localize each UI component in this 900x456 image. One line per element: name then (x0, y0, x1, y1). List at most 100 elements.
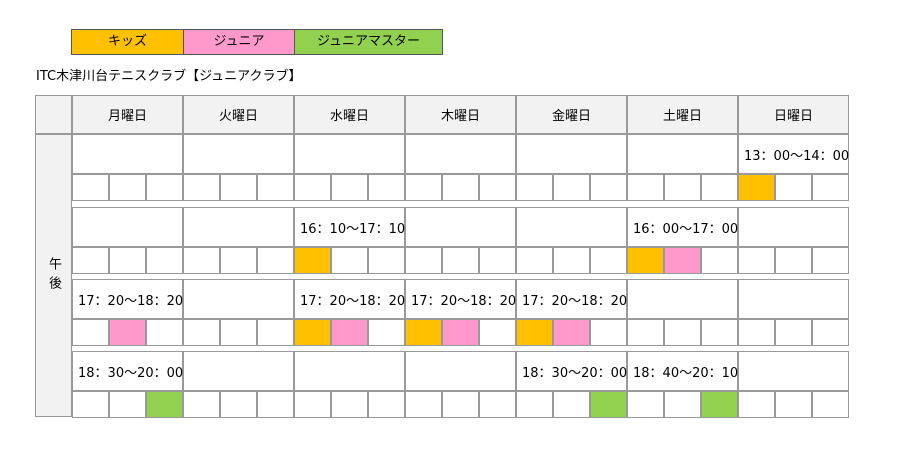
class-marker (294, 391, 331, 418)
class-marker (553, 391, 590, 418)
class-marker (405, 391, 442, 418)
day-header: 火曜日 (183, 95, 294, 134)
class-marker (146, 247, 183, 274)
class-marker (553, 319, 590, 346)
class-marker (701, 247, 738, 274)
class-marker (775, 247, 812, 274)
time-cell: 18：40～20：10 (627, 351, 738, 391)
class-marker (109, 247, 146, 274)
time-cell (738, 351, 849, 391)
time-cell (627, 279, 738, 319)
class-marker (368, 174, 405, 201)
class-marker (405, 174, 442, 201)
time-cell: 16：10～17：10 (294, 207, 405, 247)
class-marker (701, 391, 738, 418)
time-cell (516, 134, 627, 174)
time-cell (738, 279, 849, 319)
class-marker (738, 391, 775, 418)
class-marker (664, 319, 701, 346)
time-cell (294, 134, 405, 174)
legend-item: ジュニア (183, 30, 294, 54)
day-header: 水曜日 (294, 95, 405, 134)
class-marker (257, 391, 294, 418)
time-cell: 17：20～18：20 (405, 279, 516, 319)
class-marker (553, 247, 590, 274)
class-marker (257, 247, 294, 274)
class-marker (812, 247, 849, 274)
time-cell (183, 134, 294, 174)
time-cell (183, 351, 294, 391)
day-header: 月曜日 (72, 95, 183, 134)
class-marker (664, 247, 701, 274)
class-marker (590, 174, 627, 201)
class-marker (72, 174, 109, 201)
class-marker (220, 319, 257, 346)
time-cell: 17：20～18：20 (72, 279, 183, 319)
class-marker (257, 174, 294, 201)
class-marker (442, 391, 479, 418)
class-marker (294, 247, 331, 274)
time-cell: 13：00～14：00 (738, 134, 849, 174)
class-marker (664, 174, 701, 201)
time-cell (405, 207, 516, 247)
class-marker (109, 319, 146, 346)
time-cell: 18：30～20：00 (72, 351, 183, 391)
class-marker (738, 319, 775, 346)
class-marker (220, 174, 257, 201)
class-marker (775, 391, 812, 418)
day-header: 木曜日 (405, 95, 516, 134)
class-marker (331, 174, 368, 201)
time-cell (627, 134, 738, 174)
class-marker (738, 174, 775, 201)
class-marker (775, 174, 812, 201)
time-cell (738, 207, 849, 247)
class-marker (590, 391, 627, 418)
class-marker (812, 391, 849, 418)
class-marker (627, 391, 664, 418)
class-marker (701, 174, 738, 201)
class-marker (183, 319, 220, 346)
class-marker (516, 174, 553, 201)
class-marker (479, 391, 516, 418)
class-marker (220, 247, 257, 274)
class-marker (72, 319, 109, 346)
class-marker (442, 174, 479, 201)
class-marker (405, 319, 442, 346)
time-cell (72, 134, 183, 174)
class-marker (257, 319, 294, 346)
class-marker (553, 174, 590, 201)
class-marker (294, 319, 331, 346)
class-marker (331, 247, 368, 274)
time-cell (405, 351, 516, 391)
class-marker (664, 391, 701, 418)
class-marker (442, 247, 479, 274)
class-marker (775, 319, 812, 346)
legend: キッズ ジュニア ジュニアマスター (71, 29, 443, 55)
time-cell: 17：20～18：20 (516, 279, 627, 319)
time-cell (405, 134, 516, 174)
class-marker (701, 319, 738, 346)
afternoon-label: 午後 (35, 134, 72, 417)
class-marker (331, 319, 368, 346)
class-marker (368, 319, 405, 346)
class-marker (183, 174, 220, 201)
class-marker (72, 247, 109, 274)
class-marker (627, 319, 664, 346)
class-marker (442, 319, 479, 346)
class-marker (368, 247, 405, 274)
corner-header (35, 95, 72, 134)
class-marker (479, 247, 516, 274)
class-marker (812, 174, 849, 201)
class-marker (516, 319, 553, 346)
class-marker (109, 174, 146, 201)
class-marker (516, 391, 553, 418)
class-marker (109, 391, 146, 418)
class-marker (590, 247, 627, 274)
time-cell (516, 207, 627, 247)
page-title: ITC木津川台テニスクラブ【ジュニアクラブ】 (36, 69, 302, 84)
time-cell (294, 351, 405, 391)
time-cell (183, 279, 294, 319)
class-marker (627, 174, 664, 201)
class-marker (331, 391, 368, 418)
class-marker (146, 319, 183, 346)
